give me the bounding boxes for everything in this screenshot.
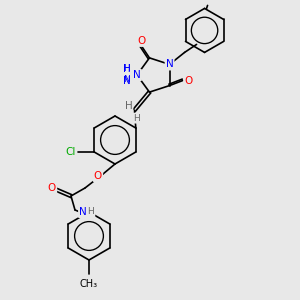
Text: Cl: Cl xyxy=(65,147,75,157)
Text: O: O xyxy=(94,171,102,181)
Text: O: O xyxy=(184,76,193,85)
Text: O: O xyxy=(48,183,56,193)
Text: H
N: H N xyxy=(123,64,131,86)
Text: N: N xyxy=(166,59,173,69)
Text: CH₃: CH₃ xyxy=(80,279,98,289)
Text: H: H xyxy=(133,114,140,123)
Text: H: H xyxy=(124,101,132,111)
Text: H: H xyxy=(88,208,94,217)
Text: O: O xyxy=(137,36,146,46)
Text: N: N xyxy=(133,70,141,80)
Text: N: N xyxy=(79,207,87,217)
Text: H
N: H N xyxy=(123,64,129,84)
